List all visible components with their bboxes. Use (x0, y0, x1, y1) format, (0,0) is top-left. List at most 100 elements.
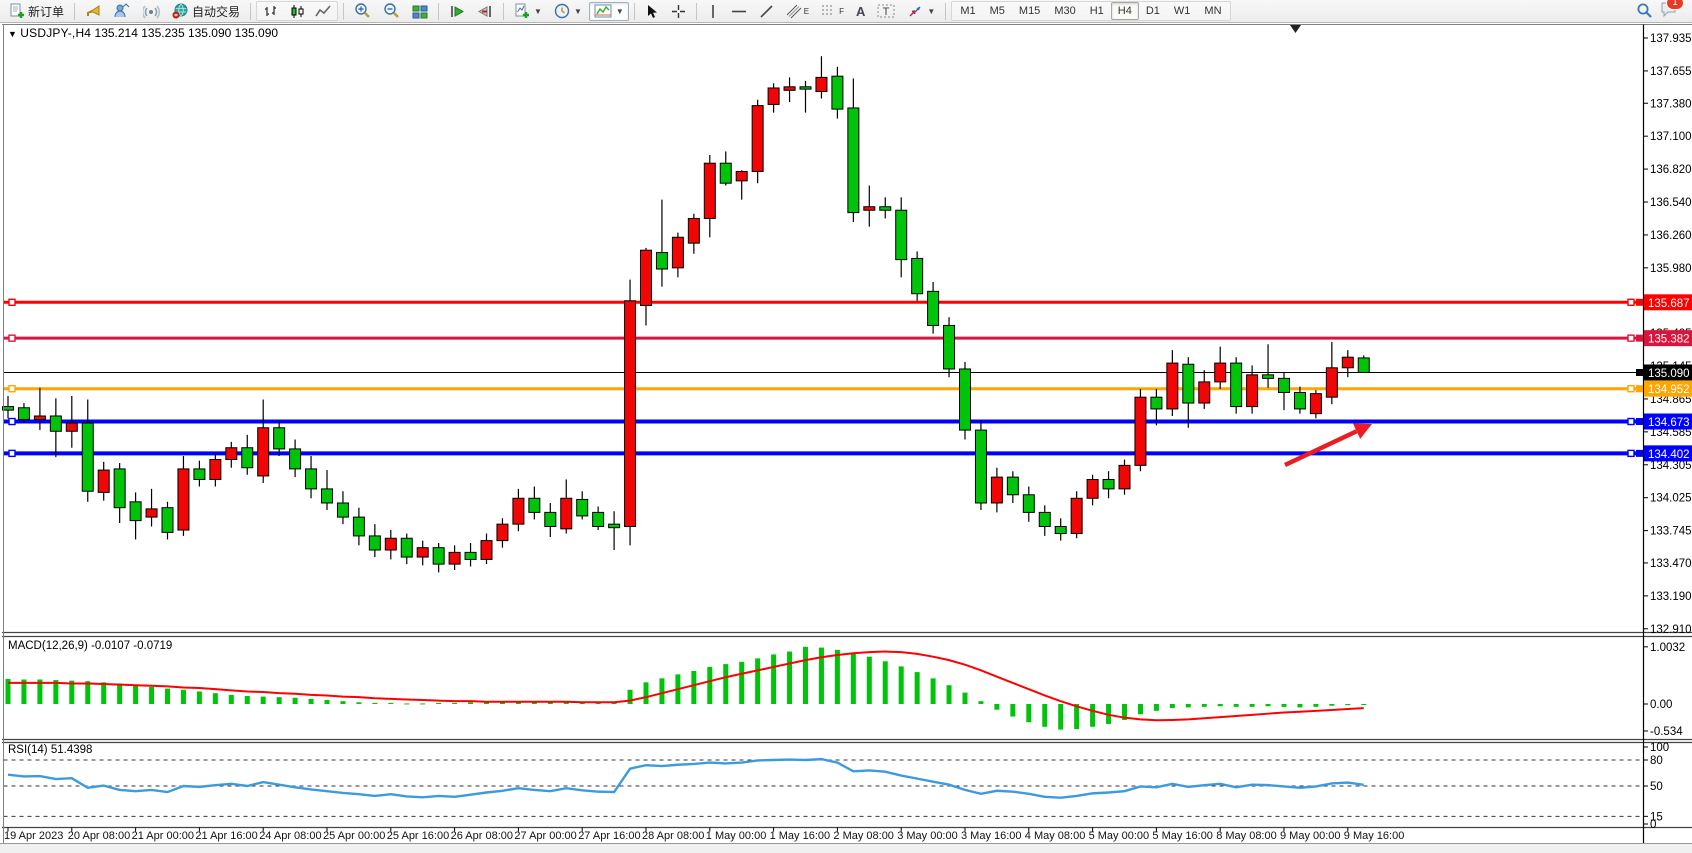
toolbar-separator (343, 2, 345, 20)
timeframe-m15[interactable]: M15 (1018, 5, 1041, 17)
dropdown-arrow-icon: ▼ (573, 6, 582, 16)
timeframe-w1[interactable]: W1 (1173, 5, 1191, 17)
svg-text:135.980: 135.980 (1650, 263, 1692, 275)
trendline-icon (759, 4, 774, 19)
price-chart[interactable]: 137.935 137.655 137.380 137.100 136.820 136.5… (0, 23, 1692, 853)
bar-chart-button[interactable] (258, 2, 284, 21)
svg-text:25 Apr 16:00: 25 Apr 16:00 (387, 830, 449, 842)
timeframe-m30[interactable]: M30 (1054, 5, 1076, 17)
svg-text:1.0032: 1.0032 (1650, 642, 1685, 654)
new-order-icon (9, 3, 25, 19)
autotrading-globe-icon (172, 3, 189, 19)
svg-text:137.935: 137.935 (1650, 33, 1692, 45)
new-chart-icon (514, 3, 530, 19)
timeframe-h4[interactable]: H4 (1110, 2, 1139, 20)
svg-text:21 Apr 16:00: 21 Apr 16:00 (195, 830, 257, 842)
horn-icon (85, 3, 102, 19)
signal-icon (143, 3, 161, 19)
svg-text:133.190: 133.190 (1650, 591, 1692, 603)
trendline-button[interactable] (754, 2, 779, 21)
svg-text:15: 15 (1650, 811, 1663, 823)
timeframe-d1[interactable]: D1 (1145, 5, 1160, 17)
svg-text:136.540: 136.540 (1650, 197, 1692, 209)
autotrading-label: 自动交易 (192, 4, 241, 19)
svg-text:134.673: 134.673 (1648, 417, 1690, 429)
profile-button[interactable] (109, 2, 136, 21)
timeframe-mn[interactable]: MN (1204, 5, 1222, 17)
svg-text:24 Apr 08:00: 24 Apr 08:00 (259, 830, 321, 842)
fibonacci-button[interactable]: F (816, 2, 849, 21)
chart-type-group (256, 1, 339, 21)
notifications-button[interactable]: 1 (1660, 0, 1684, 22)
tile-windows-button[interactable] (407, 2, 433, 21)
svg-text:27 Apr 16:00: 27 Apr 16:00 (578, 830, 640, 842)
svg-text:0.00: 0.00 (1650, 699, 1672, 711)
svg-text:3 May 16:00: 3 May 16:00 (961, 830, 1022, 842)
svg-text:135.382: 135.382 (1648, 334, 1690, 346)
fibonacci-letter: F (839, 6, 845, 16)
arrows-button[interactable]: ▼ (902, 2, 940, 21)
chart-shift-icon (477, 4, 493, 19)
svg-text:21 Apr 00:00: 21 Apr 00:00 (132, 830, 194, 842)
timeframe-m1[interactable]: M1 (960, 5, 976, 17)
svg-text:136.820: 136.820 (1650, 164, 1692, 176)
svg-text:28 Apr 08:00: 28 Apr 08:00 (642, 830, 704, 842)
svg-text:134.305: 134.305 (1650, 460, 1692, 472)
svg-text:1 May 00:00: 1 May 00:00 (706, 830, 767, 842)
svg-text:134.025: 134.025 (1650, 493, 1692, 505)
svg-text:134.402: 134.402 (1648, 449, 1690, 461)
candlestick-button[interactable] (284, 2, 310, 21)
horizontal-line-icon (731, 4, 747, 19)
vertical-line-icon (707, 4, 719, 19)
toolbar-separator (695, 2, 697, 20)
horizontal-line-button[interactable] (726, 2, 752, 21)
svg-text:-0.534: -0.534 (1650, 726, 1683, 738)
svg-text:27 Apr 00:00: 27 Apr 00:00 (514, 830, 576, 842)
text-button[interactable]: A (851, 2, 870, 21)
zoom-in-button[interactable] (349, 2, 376, 21)
svg-text:134.585: 134.585 (1650, 427, 1692, 439)
search-icon (1636, 3, 1653, 19)
dropdown-arrow-icon: ▼ (534, 6, 542, 16)
autotrading-button[interactable]: 自动交易 (167, 2, 245, 21)
search-button[interactable] (1631, 2, 1658, 21)
timeframe-h1[interactable]: H1 (1089, 5, 1104, 17)
zoom-in-icon (354, 3, 371, 19)
svg-text:5 May 00:00: 5 May 00:00 (1089, 830, 1150, 842)
svg-text:25 Apr 00:00: 25 Apr 00:00 (323, 830, 385, 842)
svg-text:9 May 00:00: 9 May 00:00 (1280, 830, 1341, 842)
toolbar-separator (503, 2, 505, 20)
signal-button[interactable] (138, 2, 165, 21)
indicators-button[interactable]: ▼ (588, 1, 629, 21)
svg-text:4 May 08:00: 4 May 08:00 (1025, 830, 1086, 842)
vertical-line-button[interactable] (702, 2, 724, 21)
toolbar-separator (633, 2, 635, 20)
toolbar: 新订单 自动交易 ▼ ▼ ▼ E F (0, 0, 1692, 23)
auto-scroll-button[interactable] (444, 2, 470, 21)
line-chart-button[interactable] (310, 2, 336, 21)
channel-letter: E (803, 6, 810, 16)
new-order-button[interactable]: 新订单 (4, 2, 69, 21)
svg-text:134.952: 134.952 (1648, 384, 1690, 396)
new-chart-button[interactable]: ▼ (509, 2, 547, 21)
bar-chart-icon (263, 4, 279, 19)
periods-clock-button[interactable]: ▼ (549, 2, 587, 21)
auto-scroll-icon (449, 4, 465, 19)
text-label-button[interactable]: T (872, 2, 900, 21)
svg-text:135.687: 135.687 (1648, 298, 1690, 310)
svg-text:132.910: 132.910 (1650, 624, 1692, 636)
cursor-button[interactable] (640, 2, 664, 21)
toolbar-separator (74, 2, 76, 20)
indicators-icon (594, 3, 612, 19)
dropdown-arrow-icon: ▼ (615, 6, 624, 16)
profile-chart-icon (114, 3, 131, 19)
horn-button[interactable] (80, 2, 107, 21)
svg-text:26 Apr 08:00: 26 Apr 08:00 (451, 830, 513, 842)
crosshair-button[interactable] (666, 2, 691, 21)
timeframe-m5[interactable]: M5 (989, 5, 1005, 17)
svg-text:80: 80 (1650, 755, 1663, 767)
zoom-out-button[interactable] (378, 2, 405, 21)
toolbar-separator (438, 2, 440, 20)
chart-shift-button[interactable] (472, 2, 498, 21)
channel-button[interactable]: E (781, 2, 814, 21)
